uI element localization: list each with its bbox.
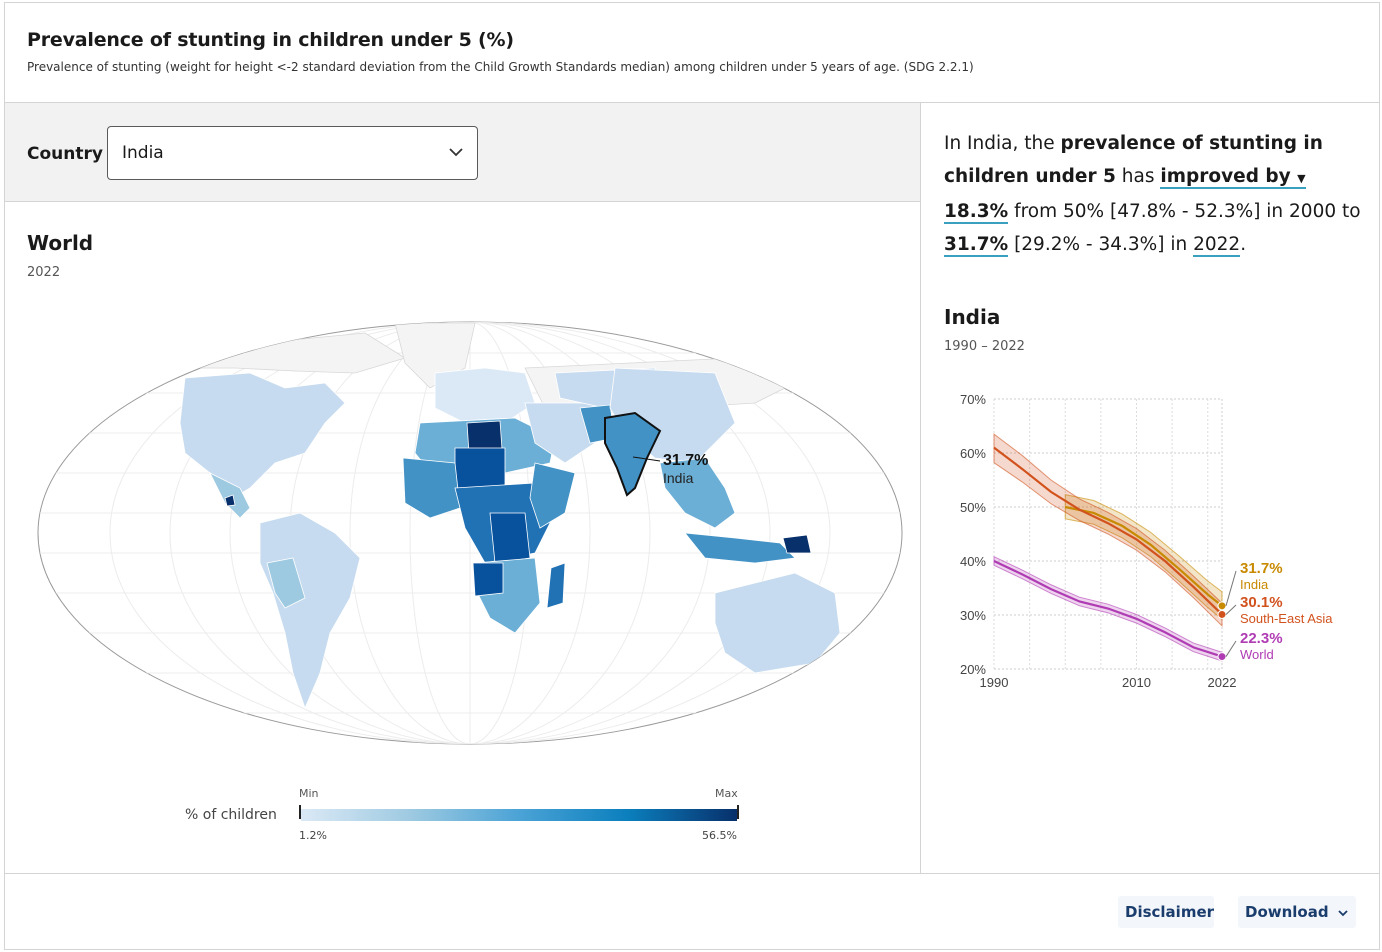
summary-intro: In India, the (944, 133, 1061, 154)
legend-max-value: 56.5% (702, 829, 737, 842)
series-leader (1225, 640, 1237, 657)
series-name: World (1240, 647, 1274, 662)
europe (434, 367, 536, 424)
legend-min-tick (299, 805, 301, 819)
angola (472, 562, 504, 597)
filter-bar: Country India (5, 103, 920, 202)
series-name: India (1240, 577, 1269, 592)
callout-leader (632, 456, 661, 462)
summary-trend-text: improved by (1160, 166, 1291, 187)
west-africa (402, 457, 461, 519)
page-subtitle: Prevalence of stunting (weight for heigh… (27, 60, 974, 74)
map-section: Country India World 2022 (5, 103, 921, 873)
series-end-point (1217, 601, 1227, 611)
map-callout-value: 31.7% (663, 452, 708, 469)
madagascar (546, 562, 566, 609)
line-chart[interactable]: 70% 60% 50% 40% 30% 20%1990 2010 2022 31.7%India… (944, 383, 1364, 693)
india (604, 411, 662, 497)
southeast-asia (659, 457, 736, 529)
east-africa (529, 462, 576, 529)
legend-max-tick (737, 805, 739, 819)
series-end-value: 22.3% (1240, 630, 1283, 647)
map-title: World (27, 231, 94, 255)
page-title: Prevalence of stunting in children under… (27, 29, 514, 51)
series-end-point (1217, 609, 1227, 619)
series-leader (1225, 604, 1237, 615)
summary-latest[interactable]: 31.7% (944, 234, 1009, 257)
down-arrow-icon: ▼ (1297, 172, 1306, 185)
x-tick-label: 1990 (980, 675, 1009, 690)
map-callout-label: India (663, 470, 694, 486)
dashboard-panel: Prevalence of stunting in children under… (4, 2, 1380, 950)
papua-new-guinea (782, 534, 812, 554)
map-legend: % of children Min Max 1.2% 56.5% (185, 781, 745, 851)
y-tick-label: 40% (960, 554, 986, 569)
summary-indicator: prevalence of stunting in children under… (944, 133, 1323, 187)
country-select[interactable]: India (107, 126, 478, 180)
detail-section: In India, the prevalence of stunting in … (922, 103, 1380, 873)
summary-change: 18.3% (944, 201, 1009, 222)
chevron-down-icon (449, 148, 463, 157)
indonesia (684, 532, 796, 564)
legend-min-value: 1.2% (299, 829, 327, 842)
series-end-value: 31.7% (1240, 560, 1283, 577)
north-america (179, 372, 346, 504)
x-tick-label: 2022 (1208, 675, 1237, 690)
y-tick-label: 50% (960, 500, 986, 515)
x-tick-label: 2010 (1122, 675, 1151, 690)
niger-chad (454, 447, 506, 489)
series-leader (1225, 570, 1237, 606)
country-label: Country (27, 144, 103, 164)
line-chart-title: India (944, 305, 1001, 329)
y-tick-label: 20% (960, 662, 986, 677)
summary-text: In India, the prevalence of stunting in … (944, 127, 1364, 261)
series-line (993, 446, 1223, 616)
world-choropleth-map[interactable]: 31.7% India (35, 313, 905, 753)
legend-max-label: Max (715, 787, 738, 800)
peru-bolivia (266, 557, 306, 609)
y-tick-label: 70% (960, 392, 986, 407)
map-year: 2022 (27, 265, 61, 280)
summary-end: . (1240, 234, 1247, 255)
chevron-down-icon (1337, 909, 1348, 916)
download-button[interactable]: Download (1238, 896, 1356, 928)
summary-from: from 50% [47.8% - 52.3%] in 2000 to (1008, 201, 1361, 222)
legend-color-bar (301, 809, 737, 821)
summary-range: [29.2% - 34.3%] in (1008, 234, 1194, 255)
country-select-value: India (122, 143, 164, 163)
map-land (153, 322, 841, 710)
summary-has: has (1115, 166, 1161, 187)
series-name: South-East Asia (1240, 611, 1333, 626)
central-america (209, 472, 251, 519)
panel-footer: Disclaimer Download (5, 873, 1379, 950)
canada-arctic (153, 332, 406, 374)
y-tick-label: 60% (960, 446, 986, 461)
summary-latest-year[interactable]: 2022 (1193, 234, 1241, 257)
disclaimer-button[interactable]: Disclaimer (1118, 896, 1214, 928)
series-line (993, 560, 1223, 658)
series-end-value: 30.1% (1240, 594, 1283, 611)
y-tick-label: 30% (960, 608, 986, 623)
download-label: Download (1245, 903, 1329, 921)
legend-min-label: Min (299, 787, 319, 800)
legend-title: % of children (185, 807, 277, 823)
australia (714, 572, 841, 674)
disclaimer-label: Disclaimer (1125, 903, 1215, 921)
summary-trend[interactable]: improved by ▼ 18.3% (944, 166, 1306, 224)
guatemala (224, 494, 236, 507)
panel-header: Prevalence of stunting in children under… (5, 3, 1379, 103)
series-band (993, 433, 1223, 627)
series-end-point (1217, 652, 1227, 662)
line-chart-years: 1990 – 2022 (944, 339, 1025, 354)
series-line (1065, 505, 1223, 607)
dr-congo (489, 512, 531, 564)
